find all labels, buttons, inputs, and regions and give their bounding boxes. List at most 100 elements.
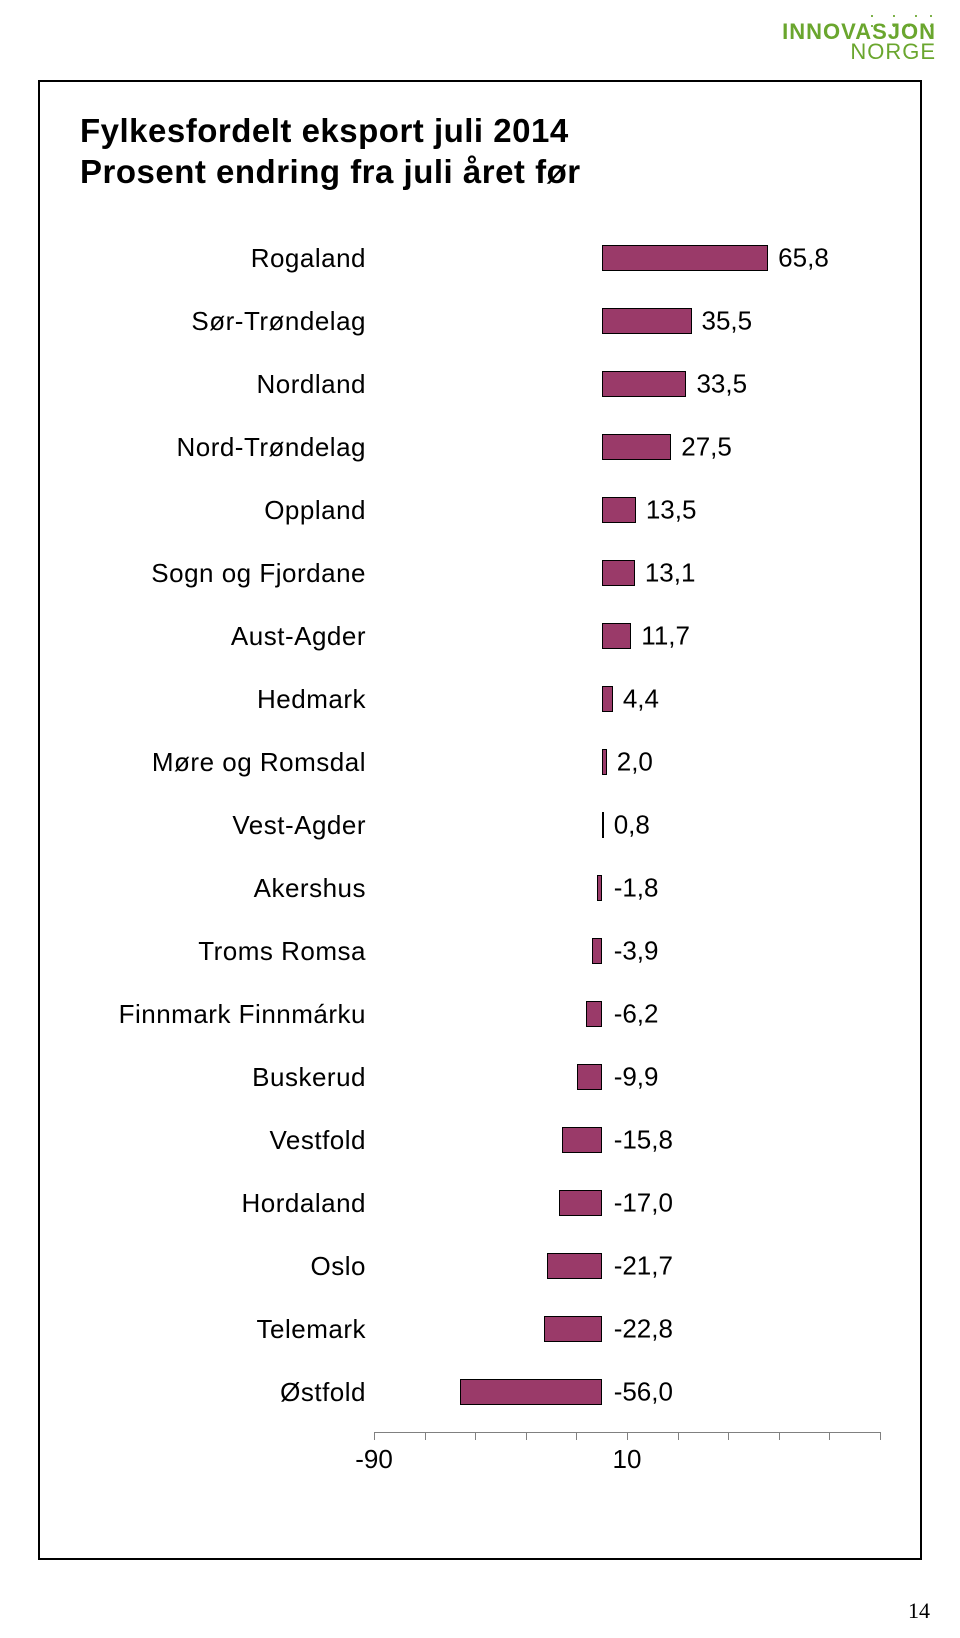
category-label: Østfold bbox=[80, 1377, 374, 1408]
axis-zone: -6,2 bbox=[374, 983, 880, 1046]
bar bbox=[602, 560, 635, 586]
value-label: -21,7 bbox=[614, 1251, 673, 1282]
value-label: 4,4 bbox=[623, 684, 659, 715]
value-label: -56,0 bbox=[614, 1377, 673, 1408]
axis-zone: -15,8 bbox=[374, 1109, 880, 1172]
axis-zone: 33,5 bbox=[374, 353, 880, 416]
chart-row: Buskerud -9,9 bbox=[80, 1046, 880, 1109]
chart-row: Hordaland-17,0 bbox=[80, 1172, 880, 1235]
title-line2: Prosent endring fra juli året før bbox=[80, 153, 581, 190]
axis-zone: -9,9 bbox=[374, 1046, 880, 1109]
value-label: 35,5 bbox=[702, 306, 753, 337]
bar bbox=[562, 1127, 602, 1153]
chart-frame: Fylkesfordelt eksport juli 2014 Prosent … bbox=[38, 80, 922, 1560]
x-tick bbox=[627, 1432, 628, 1440]
axis-zone: 0,8 bbox=[374, 794, 880, 857]
chart-row: Sogn og Fjordane 13,1 bbox=[80, 542, 880, 605]
axis-zone: 13,1 bbox=[374, 542, 880, 605]
bar bbox=[586, 1001, 602, 1027]
value-label: 0,8 bbox=[614, 810, 650, 841]
value-label: -3,9 bbox=[614, 936, 659, 967]
category-label: Vestfold bbox=[80, 1125, 374, 1156]
axis-zone: -1,8 bbox=[374, 857, 880, 920]
category-label: Møre og Romsdal bbox=[80, 747, 374, 778]
x-tick bbox=[425, 1432, 426, 1440]
category-label: Vest-Agder bbox=[80, 810, 374, 841]
chart-row: Oppland13,5 bbox=[80, 479, 880, 542]
bar bbox=[597, 875, 602, 901]
page: · · · ·· · · · INNOVASJON NORGE Fylkesfo… bbox=[0, 0, 960, 1638]
axis-zone: -17,0 bbox=[374, 1172, 880, 1235]
category-label: Finnmark Finnmárku bbox=[80, 999, 374, 1030]
value-label: 13,1 bbox=[645, 558, 696, 589]
value-label: -6,2 bbox=[614, 999, 659, 1030]
x-tick bbox=[829, 1432, 830, 1440]
category-label: Troms Romsa bbox=[80, 936, 374, 967]
category-label: Hedmark bbox=[80, 684, 374, 715]
bar bbox=[544, 1316, 602, 1342]
chart-row: Vest-Agder 0,8 bbox=[80, 794, 880, 857]
axis-zone: 2,0 bbox=[374, 731, 880, 794]
category-label: Rogaland bbox=[80, 243, 374, 274]
value-label: 11,7 bbox=[641, 621, 690, 652]
x-tick bbox=[678, 1432, 679, 1440]
category-label: Akershus bbox=[80, 873, 374, 904]
chart-title: Fylkesfordelt eksport juli 2014 Prosent … bbox=[80, 110, 880, 193]
bar bbox=[602, 749, 607, 775]
category-label: Oslo bbox=[80, 1251, 374, 1282]
chart-row: Nordland33,5 bbox=[80, 353, 880, 416]
x-tick bbox=[576, 1432, 577, 1440]
x-tick-label: -90 bbox=[355, 1444, 393, 1475]
bar bbox=[577, 1064, 602, 1090]
category-label: Buskerud bbox=[80, 1062, 374, 1093]
chart-row: Oslo -21,7 bbox=[80, 1235, 880, 1298]
chart-row: Østfold -56,0 bbox=[80, 1361, 880, 1424]
axis-zone: -22,8 bbox=[374, 1298, 880, 1361]
axis-zone: 13,5 bbox=[374, 479, 880, 542]
value-label: 65,8 bbox=[778, 243, 829, 274]
chart-row: Finnmark Finnmárku -6,2 bbox=[80, 983, 880, 1046]
category-label: Sogn og Fjordane bbox=[80, 558, 374, 589]
category-label: Sør-Trøndelag bbox=[80, 306, 374, 337]
value-label: -22,8 bbox=[614, 1314, 673, 1345]
value-label: -9,9 bbox=[614, 1062, 659, 1093]
bar bbox=[602, 308, 692, 334]
bar bbox=[602, 497, 636, 523]
bar bbox=[602, 623, 632, 649]
title-line1: Fylkesfordelt eksport juli 2014 bbox=[80, 112, 569, 149]
value-label: 2,0 bbox=[617, 747, 653, 778]
category-label: Hordaland bbox=[80, 1188, 374, 1219]
bar bbox=[602, 812, 604, 838]
chart-row: Hedmark 4,4 bbox=[80, 668, 880, 731]
chart-row: Møre og Romsdal 2,0 bbox=[80, 731, 880, 794]
category-label: Oppland bbox=[80, 495, 374, 526]
bar bbox=[547, 1253, 602, 1279]
chart-row: Telemark-22,8 bbox=[80, 1298, 880, 1361]
axis-zone: -21,7 bbox=[374, 1235, 880, 1298]
axis-zone: 11,7 bbox=[374, 605, 880, 668]
bar bbox=[602, 371, 687, 397]
axis-zone: -3,9 bbox=[374, 920, 880, 983]
value-label: 33,5 bbox=[696, 369, 747, 400]
value-label: -15,8 bbox=[614, 1125, 673, 1156]
x-axis: -9010 bbox=[374, 1432, 880, 1492]
category-label: Aust-Agder bbox=[80, 621, 374, 652]
bar bbox=[602, 245, 768, 271]
bar bbox=[592, 938, 602, 964]
x-tick-label: 10 bbox=[613, 1444, 642, 1475]
logo-line2: NORGE bbox=[850, 39, 936, 64]
x-tick bbox=[374, 1432, 375, 1440]
x-tick bbox=[779, 1432, 780, 1440]
bar bbox=[460, 1379, 602, 1405]
axis-zone: 35,5 bbox=[374, 290, 880, 353]
chart-row: Sør-Trøndelag 35,5 bbox=[80, 290, 880, 353]
bar bbox=[602, 686, 613, 712]
chart-row: Rogaland 65,8 bbox=[80, 227, 880, 290]
axis-zone: -56,0 bbox=[374, 1361, 880, 1424]
x-tick bbox=[475, 1432, 476, 1440]
brand-logo: · · · ·· · · · INNOVASJON NORGE bbox=[782, 10, 936, 62]
x-tick bbox=[880, 1432, 881, 1440]
axis-zone: 65,8 bbox=[374, 227, 880, 290]
x-tick bbox=[728, 1432, 729, 1440]
chart-row: Aust-Agder 11,7 bbox=[80, 605, 880, 668]
